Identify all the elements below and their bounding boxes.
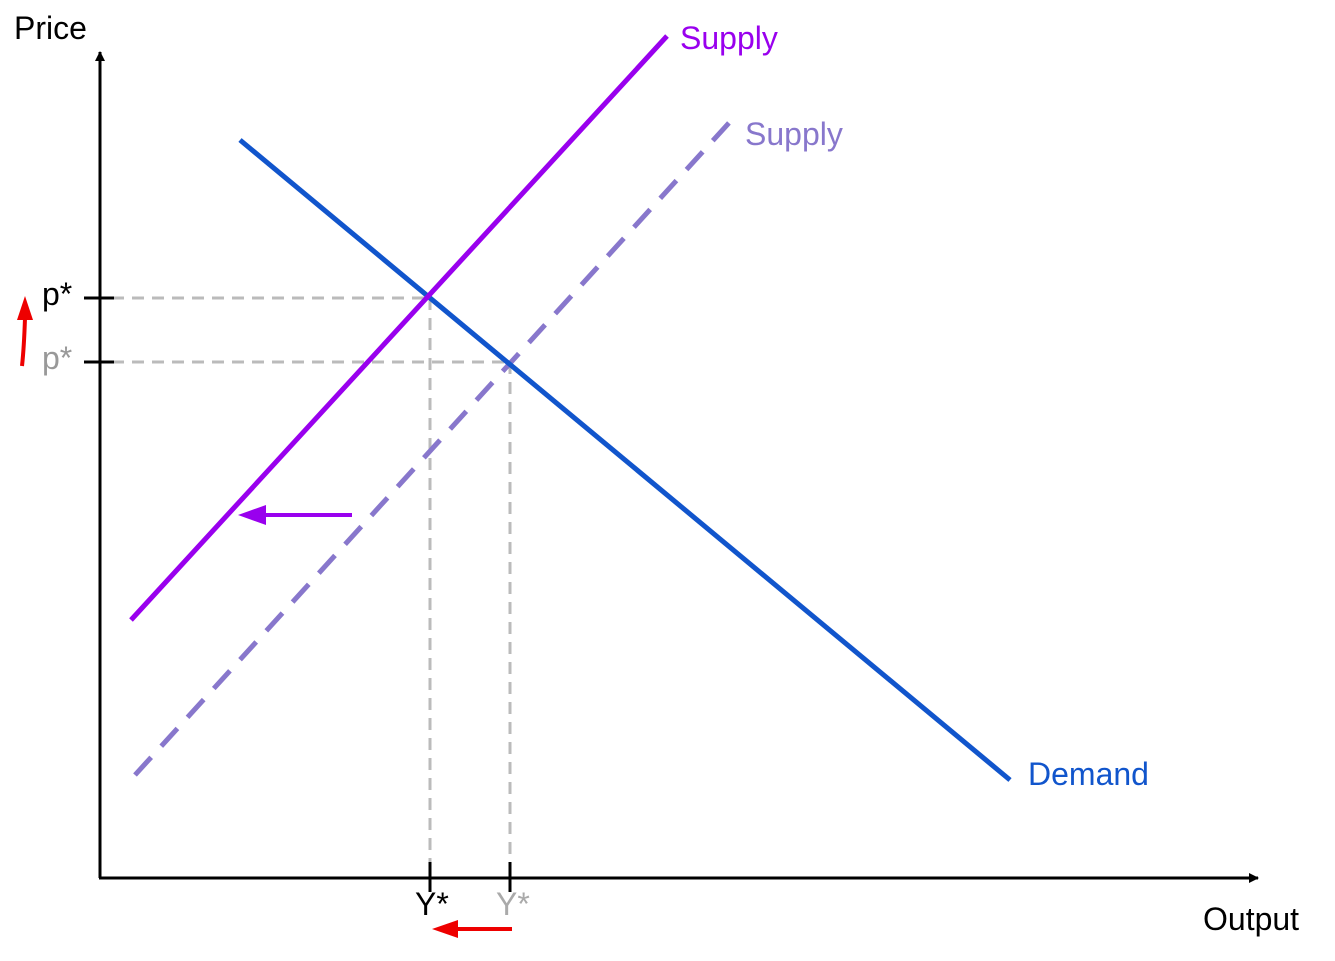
- supply-old-curve: [133, 111, 740, 777]
- supply-old-label: Supply: [745, 116, 843, 152]
- tick-label-y-new: Y*: [415, 886, 449, 922]
- tick-label-p-new: p*: [42, 276, 72, 312]
- y-axis-label: Price: [14, 10, 87, 46]
- output-change-arrow-head: [432, 920, 458, 938]
- x-axis-label: Output: [1203, 901, 1299, 937]
- supply-shift-arrow-head: [238, 505, 266, 525]
- tick-label-y-old: Y*: [496, 886, 530, 922]
- price-change-arrow-line: [20, 317, 27, 367]
- tick-label-p-old: p*: [42, 340, 72, 376]
- demand-label: Demand: [1028, 756, 1149, 792]
- supply-new-label: Supply: [680, 20, 778, 56]
- price-change-arrow-head: [17, 296, 33, 320]
- demand-curve: [238, 138, 1012, 782]
- supply-new-curve: [129, 34, 669, 622]
